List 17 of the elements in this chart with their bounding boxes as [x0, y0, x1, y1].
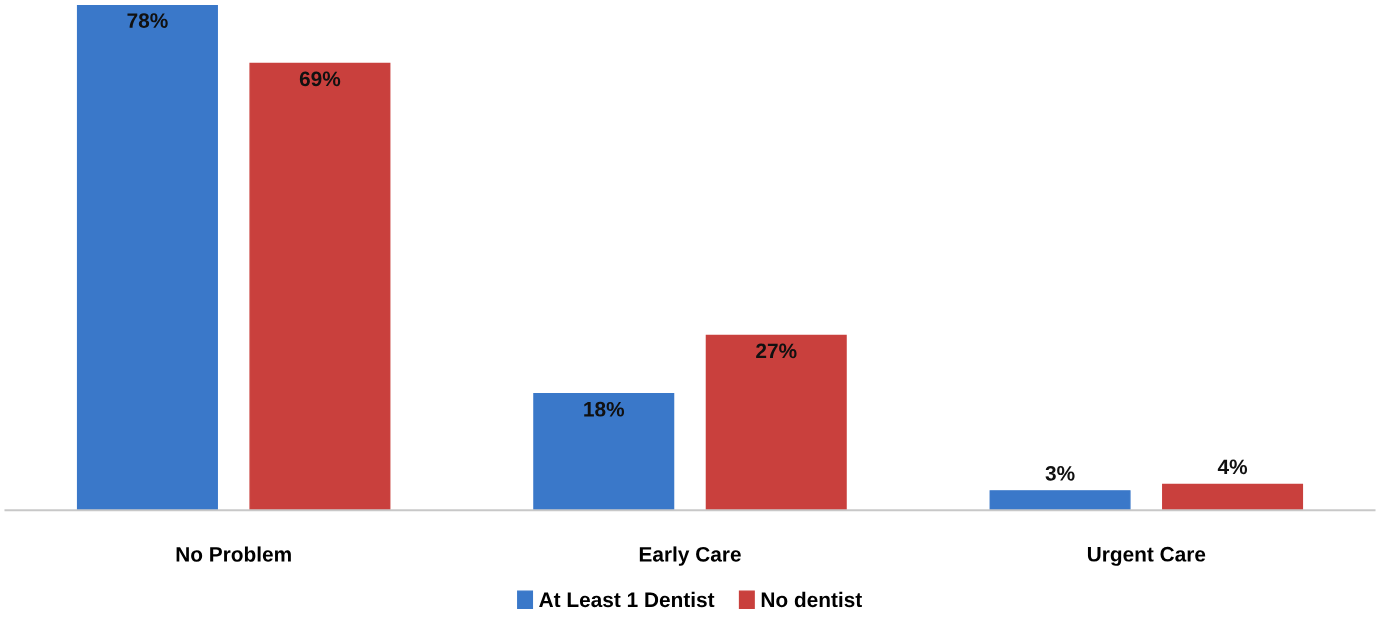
data-label: 4%: [1217, 459, 1248, 475]
bar: [989, 490, 1131, 511]
x-tick-label: Urgent Care: [1087, 546, 1206, 566]
data-label: 27%: [756, 343, 797, 359]
bar: [533, 393, 675, 511]
x-tick-label: Early Care: [639, 546, 741, 566]
bar: [1162, 483, 1304, 511]
bar: [705, 334, 847, 511]
data-label: 69%: [299, 71, 341, 87]
legend-label: At Least 1 Dentist: [539, 591, 715, 608]
bar: [249, 62, 391, 511]
data-label: 3%: [1045, 465, 1075, 481]
bar: [76, 5, 218, 511]
data-label: 78%: [127, 13, 168, 28]
data-label: 18%: [584, 401, 625, 417]
x-tick-label: No Problem: [176, 546, 291, 562]
legend-label: No dentist: [761, 591, 862, 608]
